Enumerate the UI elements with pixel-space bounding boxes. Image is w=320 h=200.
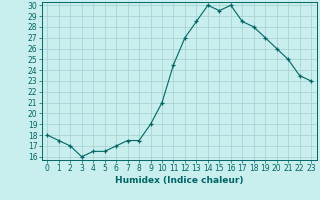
X-axis label: Humidex (Indice chaleur): Humidex (Indice chaleur) [115,176,244,185]
